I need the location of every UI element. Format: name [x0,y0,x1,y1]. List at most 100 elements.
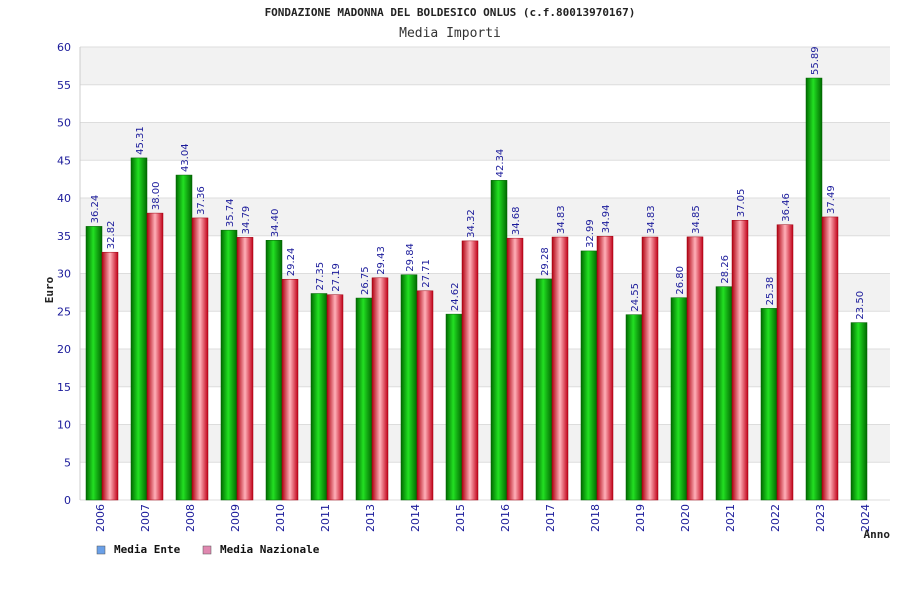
value-label: 36.24 [90,195,101,224]
value-label: 35.74 [225,199,236,228]
bar-media-nazionale [191,217,209,501]
bar-media-ente [445,313,463,501]
value-label: 29.43 [376,246,387,275]
bar-media-nazionale [146,212,164,501]
value-label: 27.19 [331,263,342,292]
bar-media-ente [355,297,373,501]
x-tick-label: 2007 [139,504,152,532]
value-labels: 36.24 32.82 45.31 38.00 43.04 37.36 35.74 34.79… [90,46,866,319]
y-tick-label: 5 [64,456,71,469]
bar-media-nazionale [551,236,569,501]
value-label: 32.99 [585,219,596,248]
y-tick-label: 25 [57,305,71,318]
x-tick-label: 2016 [499,504,512,532]
value-label: 42.34 [495,149,506,178]
value-label: 36.46 [781,193,792,222]
bar-media-ente [850,322,868,501]
grid-band [80,198,890,236]
y-tick-label: 50 [57,117,71,130]
x-axis-ticks: 2006 2007 2008 2009 2010 2011 2013 2014 2015 2016… [94,504,872,532]
bar-media-nazionale [371,277,389,501]
value-label: 25.38 [765,277,776,306]
value-label: 27.35 [315,262,326,291]
bar-media-ente [625,314,643,501]
value-label: 34.83 [646,205,657,234]
value-label: 34.68 [511,207,522,236]
grid-band [80,47,890,85]
value-label: 28.26 [720,255,731,284]
y-axis-label: Euro [43,276,56,303]
value-label: 26.75 [360,266,371,295]
bar-media-ente [265,240,283,501]
x-tick-label: 2024 [859,504,872,532]
bar-media-ente [175,174,193,501]
value-label: 27.71 [421,259,432,288]
bar-media-ente [805,77,823,501]
grid-band [80,424,890,463]
legend-swatch [202,545,212,555]
grid-band [80,160,890,198]
bar-media-nazionale [236,237,254,501]
value-label: 34.79 [241,206,252,235]
x-tick-label: 2011 [319,504,332,532]
grid-band [80,386,890,425]
value-label: 55.89 [810,46,821,75]
x-tick-label: 2008 [184,504,197,532]
y-tick-label: 55 [57,79,71,92]
bar-media-ente [85,226,103,501]
x-tick-label: 2015 [454,504,467,532]
bar-media-nazionale [281,278,299,501]
value-label: 34.40 [270,209,281,238]
x-tick-label: 2006 [94,504,107,532]
value-label: 24.62 [450,282,461,311]
value-label: 37.49 [826,185,837,214]
value-label: 34.83 [556,205,567,234]
bar-media-ente [670,297,688,501]
plot-background [80,47,890,500]
value-label: 34.94 [601,205,612,234]
grid-band [80,84,890,123]
y-tick-label: 35 [57,230,71,243]
y-axis-ticks: 0 5 10 15 20 25 30 35 40 45 50 55 60 [57,41,71,507]
legend-label: Media Nazionale [220,543,320,556]
y-tick-label: 45 [57,154,71,167]
y-tick-label: 10 [57,419,71,432]
bar-media-ente [715,286,733,501]
value-label: 43.04 [180,143,191,172]
grid-band [80,273,890,312]
value-label: 34.32 [466,209,477,238]
chart-title: FONDAZIONE MADONNA DEL BOLDESICO ONLUS (… [265,6,636,19]
y-tick-label: 0 [64,494,71,507]
x-tick-label: 2019 [634,504,647,532]
bar-media-nazionale [461,240,479,501]
x-tick-label: 2021 [724,504,737,532]
value-label: 37.05 [736,189,747,218]
legend-swatch [96,545,106,555]
bar-media-nazionale [821,216,839,501]
y-tick-label: 40 [57,192,71,205]
bar-media-nazionale [731,220,749,501]
bar-media-ente [490,180,508,501]
bar-media-ente [535,278,553,501]
value-label: 32.82 [106,221,117,250]
x-tick-label: 2022 [769,504,782,532]
y-tick-label: 60 [57,41,71,54]
x-tick-label: 2020 [679,504,692,532]
bar-media-nazionale [776,224,794,501]
bar-media-ente [580,250,598,501]
grid-band [80,235,890,274]
bar-media-nazionale [596,235,614,501]
bar-media-ente [760,308,778,501]
value-label: 26.80 [675,266,686,295]
value-label: 37.36 [196,186,207,215]
bar-media-nazionale [506,237,524,501]
bar-media-nazionale [101,251,119,501]
legend-label: Media Ente [114,543,181,556]
value-label: 29.28 [540,247,551,276]
x-tick-label: 2009 [229,504,242,532]
bar-media-ente [130,157,148,501]
legend: Media Ente Media Nazionale [96,543,320,556]
value-label: 23.50 [855,291,866,320]
value-label: 24.55 [630,283,641,312]
x-tick-label: 2013 [364,504,377,532]
